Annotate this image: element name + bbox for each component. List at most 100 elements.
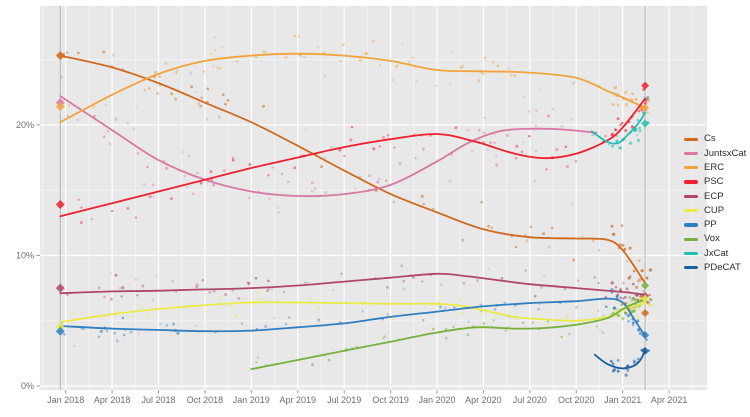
poll-point-PSC — [489, 141, 492, 144]
poll-point-ERC — [371, 39, 375, 43]
poll-point-Cs — [205, 118, 208, 121]
poll-point-JuntsxCat — [106, 130, 110, 133]
poll-point-PSC — [151, 183, 155, 186]
poll-point-CUP — [543, 323, 547, 326]
JxCat-color-swatch — [684, 251, 698, 256]
poll-point-ECP — [614, 285, 618, 289]
poll-point-CUP — [614, 308, 617, 312]
poll-point-ECP — [576, 279, 580, 283]
poll-point-CUP — [317, 306, 321, 310]
poll-point-Cs — [638, 259, 641, 262]
poll-point-ECP — [623, 295, 627, 299]
x-tick-label: Apr 2021 — [651, 395, 688, 405]
poll-point-Cs — [200, 96, 204, 100]
poll-point-ERC — [209, 52, 213, 56]
poll-point-PDeCAT — [609, 359, 613, 363]
poll-point-ERC — [496, 64, 500, 68]
poll-point-faded — [571, 202, 574, 205]
poll-point-ERC — [158, 75, 162, 78]
poll-point-PP — [479, 303, 483, 307]
poll-point-CUP — [437, 301, 441, 304]
poll-point-Vox — [623, 311, 627, 314]
trend-line-PDeCAT — [593, 348, 646, 370]
poll-point-Vox — [633, 298, 637, 302]
poll-point-JuntsxCat — [368, 174, 372, 178]
poll-point-ERC — [218, 67, 222, 70]
poll-point-Cs — [610, 224, 614, 228]
poll-point-PP — [467, 320, 470, 323]
election-result-JxCat — [641, 119, 650, 128]
legend-label: CUP — [704, 204, 725, 216]
poll-point-PSC — [343, 154, 346, 158]
poll-point-CUP — [460, 311, 463, 315]
poll-point-PP — [631, 324, 635, 327]
trend-line-CUP — [59, 301, 646, 323]
poll-point-PSC — [134, 216, 138, 219]
poll-point-JuntsxCat — [247, 196, 252, 200]
poll-point-Vox — [616, 313, 620, 317]
legend-label: ECP — [704, 190, 724, 202]
y-tick-label: 0% — [21, 381, 34, 391]
poll-point-ERC — [611, 103, 615, 106]
poll-point-JuntsxCat — [482, 131, 486, 135]
poll-point-JxCat — [646, 96, 649, 100]
poll-point-ECP — [539, 285, 544, 289]
poll-point-PSC — [604, 134, 607, 138]
poll-point-PDeCAT — [611, 362, 615, 366]
trend-line-ECP — [59, 272, 646, 296]
poll-point-PSC — [148, 195, 151, 198]
legend-item-ERC: ERC — [684, 161, 746, 175]
poll-point-ERC — [213, 35, 217, 39]
poll-point-PP — [113, 331, 117, 335]
poll-point-CUP — [229, 304, 233, 308]
poll-point-PSC — [621, 121, 624, 125]
poll-point-Cs — [612, 232, 616, 236]
poll-point-PSC — [528, 135, 531, 138]
poll-point-Vox — [628, 296, 632, 300]
poll-point-CUP — [308, 297, 312, 301]
poll-point-ERC — [212, 65, 215, 68]
poll-point-Cs — [320, 165, 323, 169]
poll-point-ECP — [597, 281, 600, 285]
poll-point-faded — [572, 81, 576, 85]
ERC-color-swatch — [684, 166, 698, 170]
poll-point-PSC — [478, 129, 481, 132]
poll-point-faded — [408, 60, 411, 64]
poll-point-ERC — [175, 71, 178, 74]
poll-point-JxCat — [637, 139, 640, 142]
poll-point-ECP — [247, 281, 251, 285]
poll-point-Cs — [542, 232, 546, 236]
poll-point-CUP — [458, 298, 462, 302]
poll-point-faded — [598, 329, 602, 332]
poll-point-faded — [137, 332, 141, 335]
poll-point-JuntsxCat — [414, 157, 417, 160]
poll-point-JuntsxCat — [470, 149, 474, 153]
poll-point-JuntsxCat — [555, 148, 559, 152]
poll-point-JuntsxCat — [66, 114, 70, 118]
poll-point-JuntsxCat — [493, 141, 496, 145]
poll-point-PSC — [619, 123, 622, 127]
JuntsxCat-color-swatch — [684, 151, 698, 156]
poll-point-ERC — [213, 49, 217, 52]
poll-point-JuntsxCat — [196, 171, 199, 175]
poll-point-faded — [194, 91, 198, 94]
poll-point-Cs — [111, 54, 115, 57]
poll-point-faded — [521, 140, 525, 144]
poll-point-ERC — [264, 51, 267, 54]
y-tick-label: 20% — [16, 120, 34, 130]
poll-point-ECP — [524, 269, 527, 272]
poll-point-JuntsxCat — [76, 118, 79, 122]
poll-point-faded — [118, 286, 122, 290]
legend-label: PSC — [704, 176, 724, 188]
poll-point-Cs — [635, 285, 639, 289]
poll-point-PP — [631, 321, 635, 325]
poll-point-ECP — [563, 287, 567, 291]
poll-point-PP — [80, 327, 83, 330]
poll-point-PP — [240, 322, 244, 325]
x-tick-label: Jan 2019 — [233, 395, 270, 405]
poll-point-faded — [189, 71, 193, 75]
poll-point-Cs — [620, 224, 624, 228]
poll-point-Cs — [422, 202, 425, 206]
poll-point-PSC — [267, 173, 270, 177]
poll-point-Cs — [226, 99, 230, 102]
